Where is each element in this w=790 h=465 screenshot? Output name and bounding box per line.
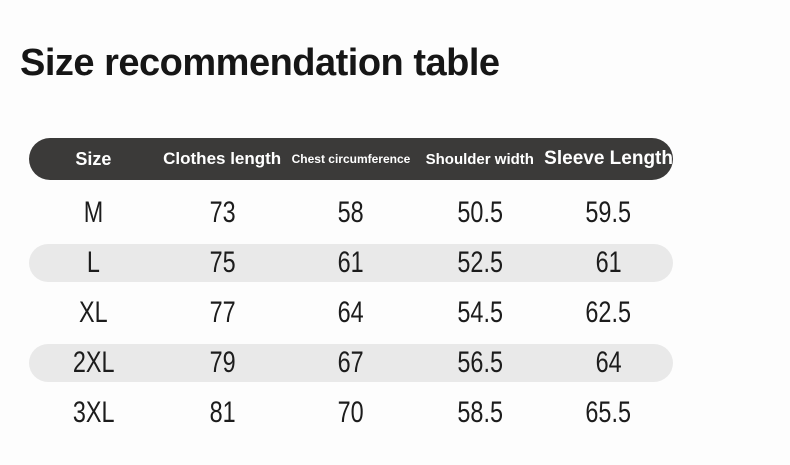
cell-value: 79	[209, 346, 236, 379]
cell-size: 3XL	[29, 396, 158, 430]
cell-value: 75	[209, 246, 236, 279]
cell-size: L	[29, 246, 158, 280]
cell-chest-circumference: 70	[287, 396, 416, 430]
cell-value: 2XL	[72, 346, 115, 379]
cell-shoulder-width: 52.5	[415, 246, 544, 280]
cell-value: 67	[337, 346, 365, 379]
table-body: M 73 58 50.5 59.5 L 75 61 52.5 61 XL 77 …	[29, 188, 673, 438]
cell-clothes-length: 75	[158, 246, 287, 280]
cell-sleeve-length: 62.5	[544, 296, 673, 330]
page-title: Size recommendation table	[20, 42, 500, 84]
table-row-2xl: 2XL 79 67 56.5 64	[29, 344, 673, 382]
cell-clothes-length: 73	[158, 196, 287, 230]
cell-value: 81	[209, 396, 236, 429]
table-row-3xl: 3XL 81 70 58.5 65.5	[29, 388, 673, 438]
cell-value: M	[83, 196, 104, 229]
header-cell-clothes-length: Clothes length	[163, 149, 282, 168]
cell-value: L	[86, 246, 100, 279]
cell-value: 3XL	[72, 396, 115, 429]
cell-value: 73	[209, 196, 236, 229]
cell-chest-circumference: 61	[287, 246, 416, 280]
cell-sleeve-length: 61	[544, 246, 673, 280]
cell-value: 50.5	[457, 196, 503, 229]
cell-size: 2XL	[29, 346, 158, 380]
cell-shoulder-width: 54.5	[415, 296, 544, 330]
table-row-m: M 73 58 50.5 59.5	[29, 188, 673, 238]
cell-shoulder-width: 50.5	[415, 196, 544, 230]
header-cell-chest-circumference: Chest circumference	[291, 152, 411, 166]
cell-chest-circumference: 58	[287, 196, 416, 230]
size-table: Size Clothes length Chest circumference …	[29, 138, 673, 438]
cell-value: 58.5	[457, 396, 503, 429]
header-cell-shoulder-width: Shoulder width	[425, 150, 534, 168]
cell-value: 54.5	[457, 296, 503, 329]
cell-value: 52.5	[457, 246, 503, 279]
cell-clothes-length: 81	[158, 396, 287, 430]
cell-value: 65.5	[585, 396, 632, 429]
cell-clothes-length: 77	[158, 296, 287, 330]
cell-shoulder-width: 56.5	[415, 346, 544, 380]
cell-value: 64	[337, 296, 365, 329]
cell-chest-circumference: 67	[287, 346, 416, 380]
cell-value: 64	[595, 346, 622, 379]
cell-value: 56.5	[457, 346, 503, 379]
cell-value: 62.5	[585, 296, 632, 329]
cell-value: 58	[337, 196, 365, 229]
cell-value: 61	[337, 246, 365, 279]
cell-size: XL	[29, 296, 158, 330]
table-row-l: L 75 61 52.5 61	[29, 244, 673, 282]
cell-value: 77	[209, 296, 236, 329]
cell-value: 70	[337, 396, 365, 429]
cell-clothes-length: 79	[158, 346, 287, 380]
header-cell-sleeve-length: Sleeve Length	[544, 148, 673, 169]
cell-chest-circumference: 64	[287, 296, 416, 330]
cell-sleeve-length: 64	[544, 346, 673, 380]
table-header-row: Size Clothes length Chest circumference …	[29, 138, 673, 180]
table-row-xl: XL 77 64 54.5 62.5	[29, 288, 673, 338]
cell-size: M	[29, 196, 158, 230]
cell-value: 61	[595, 246, 622, 279]
cell-sleeve-length: 65.5	[544, 396, 673, 430]
cell-value: 59.5	[585, 196, 632, 229]
cell-value: XL	[79, 296, 108, 329]
cell-sleeve-length: 59.5	[544, 196, 673, 230]
header-cell-size: Size	[75, 148, 112, 169]
cell-shoulder-width: 58.5	[415, 396, 544, 430]
